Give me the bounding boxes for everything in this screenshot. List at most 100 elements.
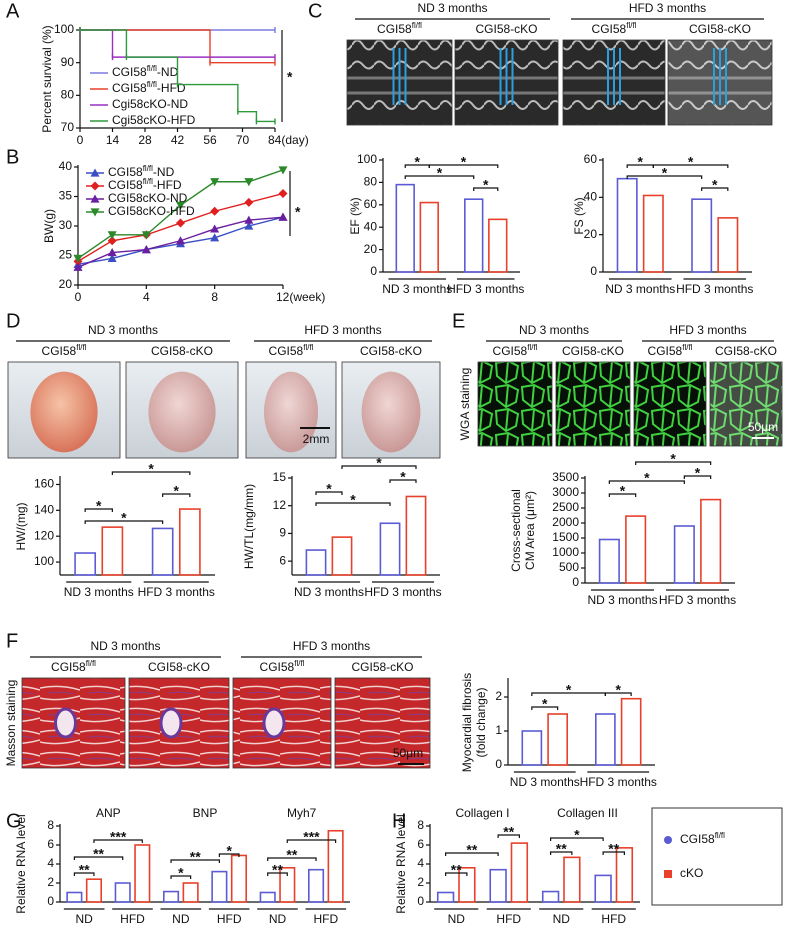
significance-bracket — [445, 852, 499, 856]
y-tick-label: 1 — [495, 723, 502, 737]
significance-bracket — [341, 465, 417, 469]
x-tick-label: 12(week) — [276, 290, 325, 304]
marker — [141, 245, 151, 254]
text-part: CGI58 — [108, 178, 143, 192]
x-tick-label: 84(day) — [268, 133, 309, 147]
x-tick-label: ND 3 months — [294, 585, 364, 599]
significance-bracket — [84, 520, 164, 524]
y-tick-label: 40 — [364, 219, 378, 233]
legend-label: Cgi58cKO-HFD — [112, 113, 196, 127]
vessel — [54, 707, 77, 739]
x-tick-label: 0 — [77, 133, 84, 147]
bar — [101, 526, 124, 576]
bar — [178, 508, 201, 576]
column-label: CGI58-cKO — [689, 22, 751, 36]
y-tick-label: 0 — [495, 757, 502, 771]
survival-curve — [80, 29, 275, 64]
text-part: CGI58 — [648, 344, 683, 358]
vessel — [159, 707, 183, 739]
panel-label: F — [6, 630, 18, 652]
column-label: CGI58fl/fl — [493, 343, 538, 359]
bar — [642, 194, 664, 273]
marker — [244, 197, 254, 207]
y-axis-label: Relative RNA level — [394, 814, 408, 913]
significance-mark: ** — [272, 862, 283, 878]
marker — [278, 166, 288, 175]
significance-mark: ** — [466, 842, 477, 858]
y-tick-label: 15 — [273, 470, 287, 484]
bar — [85, 878, 103, 903]
significance-mark: *** — [110, 829, 127, 845]
y-tick-label: 100 — [357, 152, 377, 166]
text-part: -HFD — [153, 178, 182, 192]
bar — [541, 890, 560, 903]
significance-mark: * — [437, 165, 443, 181]
y-tick-label: 100 — [34, 554, 54, 568]
bar — [691, 198, 713, 273]
group-label: HFD 3 months — [669, 323, 746, 337]
heart — [30, 371, 98, 453]
column-label: CGI58-cKO — [562, 344, 624, 358]
y-tick-label: 160 — [34, 477, 54, 491]
significance-bracket — [73, 856, 124, 860]
y-tick-label: 3500 — [552, 470, 579, 484]
text-part: CGI58 — [377, 22, 412, 36]
significance-bracket — [315, 491, 343, 495]
bar — [615, 847, 634, 903]
y-tick-label: 1000 — [552, 545, 579, 559]
bar — [211, 870, 228, 903]
bar — [717, 217, 739, 273]
significance-mark: * — [616, 682, 622, 698]
bar — [489, 868, 507, 903]
x-tick-label: HFD 3 months — [138, 585, 215, 599]
marker — [210, 233, 220, 242]
group-label: HFD 3 months — [293, 639, 370, 653]
x-tick-label: HFD 3 months — [364, 585, 441, 599]
bar — [259, 891, 276, 903]
column-label: CGI58fl/fl — [260, 659, 305, 675]
bar — [307, 868, 325, 903]
superscript: fl/fl — [76, 343, 86, 352]
image-frame — [232, 677, 332, 769]
survival-curve — [80, 29, 275, 123]
significance-mark: * — [638, 154, 644, 170]
significance-mark: * — [483, 177, 489, 193]
y-tick-label: 70 — [61, 120, 75, 134]
legend-label: CGI58fl/fl-ND — [112, 64, 179, 80]
marker — [244, 215, 254, 224]
bar — [620, 697, 642, 766]
x-tick-label: ND — [448, 912, 466, 926]
group-label: HFD 3 months — [629, 1, 706, 15]
heart — [148, 371, 216, 453]
y-axis-label: (fold change) — [474, 687, 488, 757]
column-label: CGI58-cKO — [475, 22, 537, 36]
y-tick-label: 25 — [59, 248, 73, 262]
y-tick-label: 80 — [61, 88, 75, 102]
y-tick-label: 8 — [417, 818, 424, 832]
bar — [331, 536, 353, 576]
y-tick-label: 6 — [47, 837, 54, 851]
significance-mark: * — [662, 165, 668, 181]
y-tick-label: 2000 — [552, 515, 579, 529]
column-label: CGI58fl/fl — [42, 343, 87, 359]
bar — [521, 730, 543, 766]
panel-label: C — [308, 0, 322, 22]
legend-label: CGI58fl/fl — [680, 831, 725, 847]
wga-image — [556, 362, 630, 446]
wga-image — [634, 362, 706, 446]
text-part: CGI58 — [112, 81, 147, 95]
text-part: CGI58 — [493, 344, 528, 358]
marker — [73, 254, 83, 263]
gene-title: Collagen III — [557, 806, 618, 820]
image-frame — [245, 361, 337, 459]
y-tick-label: 30 — [59, 218, 73, 232]
marker — [244, 178, 254, 187]
significance-mark: ** — [451, 862, 462, 878]
significance-bracket — [497, 834, 520, 838]
y-axis-label: EF (%) — [348, 197, 362, 234]
text-part: CGI58 — [260, 660, 295, 674]
image-frame — [477, 361, 553, 447]
y-axis-label: Cross-sectional — [509, 489, 523, 572]
significance-mark: * — [695, 465, 701, 481]
